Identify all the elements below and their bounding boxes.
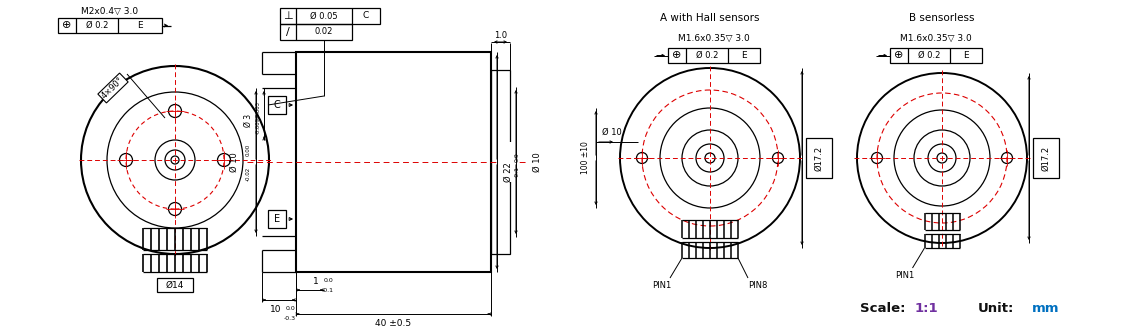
- Text: 40 ±0.5: 40 ±0.5: [376, 319, 412, 328]
- Text: 4×90°: 4×90°: [100, 75, 126, 101]
- Circle shape: [171, 156, 179, 164]
- Text: mm: mm: [1032, 302, 1059, 314]
- Bar: [491, 70, 510, 254]
- Bar: [1033, 138, 1059, 178]
- Text: Ø 10: Ø 10: [532, 152, 541, 172]
- Text: 100 ±10: 100 ±10: [580, 142, 589, 174]
- Text: 0.0: 0.0: [323, 277, 333, 282]
- Text: M1.6x0.35▽ 3.0: M1.6x0.35▽ 3.0: [900, 33, 972, 42]
- Bar: [806, 138, 832, 178]
- Bar: [280, 24, 352, 40]
- Text: -0.009: -0.009: [255, 118, 261, 134]
- Text: Ø 0.05: Ø 0.05: [310, 12, 338, 21]
- Text: Ø17.2: Ø17.2: [1042, 145, 1051, 170]
- Bar: [296, 52, 491, 272]
- Text: /: /: [286, 27, 289, 37]
- Bar: [58, 18, 162, 33]
- Text: PIN1: PIN1: [653, 281, 672, 291]
- Text: Ø 10: Ø 10: [229, 152, 238, 172]
- Text: E: E: [741, 51, 747, 60]
- Text: -0.1: -0.1: [322, 288, 334, 293]
- Text: 1.0: 1.0: [494, 31, 507, 40]
- Text: Scale:: Scale:: [860, 302, 906, 314]
- Text: ⊕: ⊕: [894, 51, 903, 61]
- Bar: [268, 96, 286, 114]
- Text: Ø 0.2: Ø 0.2: [86, 21, 108, 30]
- Text: M2x0.4▽ 3.0: M2x0.4▽ 3.0: [82, 7, 138, 16]
- Text: -0.003: -0.003: [255, 102, 261, 118]
- Text: 10: 10: [270, 306, 281, 314]
- Text: C: C: [363, 12, 369, 21]
- Bar: [497, 142, 519, 182]
- Text: 0.02: 0.02: [314, 27, 334, 36]
- Text: ⊥: ⊥: [283, 11, 293, 21]
- Text: PIN1: PIN1: [894, 271, 914, 280]
- Bar: [669, 48, 760, 63]
- Text: E: E: [137, 21, 143, 30]
- Text: B sensorless: B sensorless: [909, 13, 975, 23]
- Text: E: E: [964, 51, 969, 60]
- Bar: [268, 210, 286, 228]
- Text: -0.1: -0.1: [514, 166, 520, 178]
- Text: ⊕: ⊕: [672, 51, 682, 61]
- Text: 0.00: 0.00: [245, 144, 251, 156]
- Text: PIN8: PIN8: [748, 281, 767, 291]
- Text: Ø 3: Ø 3: [244, 114, 252, 126]
- Text: 1:1: 1:1: [915, 302, 939, 314]
- Text: E: E: [274, 214, 280, 224]
- Text: Ø 0.2: Ø 0.2: [696, 51, 718, 60]
- Text: ⊕: ⊕: [62, 21, 72, 30]
- Bar: [526, 142, 548, 182]
- Text: 0.0: 0.0: [285, 306, 295, 310]
- Bar: [280, 8, 380, 24]
- Text: Ø 10: Ø 10: [603, 127, 622, 136]
- Text: Ø 22: Ø 22: [504, 162, 513, 182]
- Text: M1.6x0.35▽ 3.0: M1.6x0.35▽ 3.0: [678, 33, 750, 42]
- Text: -0.02: -0.02: [245, 167, 251, 181]
- Text: 1: 1: [313, 277, 319, 287]
- Text: -0.3: -0.3: [284, 315, 296, 320]
- Text: Unit:: Unit:: [978, 302, 1015, 314]
- Bar: [890, 48, 982, 63]
- Text: Ø14: Ø14: [166, 280, 184, 290]
- Text: C: C: [274, 100, 280, 110]
- Bar: [157, 278, 193, 292]
- Text: Ø17.2: Ø17.2: [815, 145, 824, 170]
- Text: Ø 0.2: Ø 0.2: [918, 51, 940, 60]
- Text: 0.0: 0.0: [514, 152, 520, 162]
- Text: A with Hall sensors: A with Hall sensors: [661, 13, 759, 23]
